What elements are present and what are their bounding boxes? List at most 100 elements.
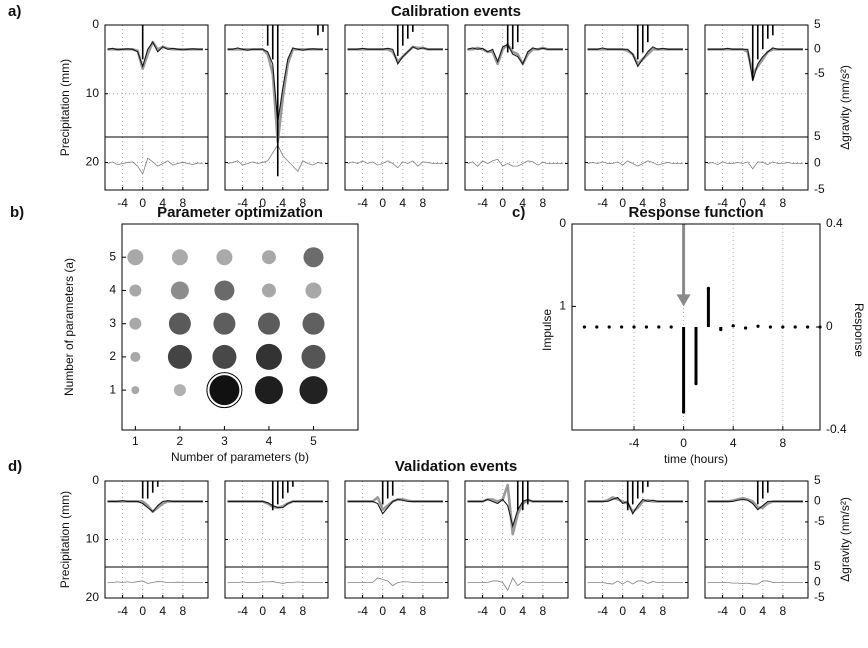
x-tick-label: 8 [300,196,307,210]
plot-frame [584,480,689,599]
bubble [305,282,322,299]
x-axis-label: time (hours) [664,452,728,466]
x-tick-label: 4 [279,196,286,210]
bubble [168,312,191,335]
y-tick-label: 0 [559,216,566,230]
bubble [216,249,233,266]
y-tick-label: 5 [109,249,116,263]
residual-line [227,581,323,584]
stem-marker [595,325,599,329]
bubble [212,344,237,369]
observed-line [107,500,203,513]
residual-line [107,580,203,584]
x-tick-label: 0 [379,196,386,210]
residual-line [347,577,443,587]
plot-frame [584,24,689,191]
residual-line [227,144,324,173]
x-tick-label: 8 [300,604,307,618]
y2-tick-label: 0 [814,494,821,508]
y-tick-label: 4 [109,283,116,297]
bubble [257,312,280,335]
bubble [261,250,276,265]
y-tick-label: 10 [86,532,100,546]
x-tick-label: 0 [739,604,746,618]
bubble [173,384,186,397]
y2-tick-label: 0 [826,319,833,333]
model-line [107,500,203,514]
observed-line [227,500,323,509]
x-tick-label: 8 [780,196,787,210]
panel-title: Calibration events [391,3,521,20]
y2-tick-label: 5 [814,473,821,487]
stem-marker [607,325,611,329]
residual-line [707,580,803,585]
bubble [171,249,188,266]
x-tick-label: 1 [132,434,139,448]
panel-label: a) [8,3,21,20]
highlight-ring [206,372,243,409]
x-tick-label: 8 [180,604,187,618]
observed-line [227,47,323,123]
stem-marker [768,325,773,329]
x-tick-label: -4 [357,196,368,210]
x-tick-label: -4 [117,196,128,210]
x-tick-label: 4 [519,604,526,618]
x-tick-label: 4 [759,604,766,618]
y-tick-label: 10 [86,86,100,100]
y-axis-label: Number of parameters (a) [62,258,76,396]
x-tick-label: -4 [477,196,488,210]
model-line [467,43,563,66]
bubble [127,249,144,266]
bubble [131,386,140,395]
x-tick-label: -4 [597,604,608,618]
y-tick-label: 0 [92,473,99,487]
bubble [170,281,189,300]
plot-frame [104,480,209,599]
bubble [213,312,236,335]
x-tick-label: 4 [519,196,526,210]
observed-line [707,47,803,82]
panel-label: b) [10,204,24,221]
x-tick-label: -4 [629,436,640,450]
plot-frame [464,480,569,599]
plot-frame [224,480,329,599]
plot-frame [224,24,329,191]
y3-tick-label: 5 [814,559,821,573]
stem-marker [644,325,649,329]
stem-marker [806,325,810,329]
bubble [129,317,142,330]
y2-axis-label: Δgravity (nm/s²) [838,65,852,150]
bubble [254,376,283,405]
plot-frame [704,480,809,599]
x-tick-label: 4 [399,196,406,210]
x-tick-label: -4 [717,196,728,210]
x-tick-label: -4 [117,604,128,618]
observed-line [467,43,563,66]
x-tick-label: 8 [420,196,427,210]
bubble [167,344,192,369]
model-line [467,483,563,536]
x-tick-label: 0 [259,604,266,618]
stem-marker [694,382,698,386]
y-tick-label: 20 [86,155,100,169]
residual-line [467,576,563,592]
residual-line [347,160,443,169]
panel-label: c) [512,204,525,221]
y-axis-label: Precipitation (mm) [58,59,72,156]
x-tick-label: 8 [660,604,667,618]
plot-frame [704,24,809,191]
x-tick-label: 0 [739,196,746,210]
x-tick-label: 8 [660,196,667,210]
stem-marker [657,325,661,329]
plot-frame [121,223,359,431]
x-tick-label: 4 [159,604,166,618]
model-line [587,48,683,66]
x-tick-label: -4 [717,604,728,618]
x-tick-label: -4 [477,604,488,618]
x-axis-label: Number of parameters (b) [171,450,309,464]
stem-marker [669,325,673,329]
x-tick-label: -4 [597,196,608,210]
x-tick-label: 4 [639,196,646,210]
x-tick-label: 4 [730,436,737,450]
